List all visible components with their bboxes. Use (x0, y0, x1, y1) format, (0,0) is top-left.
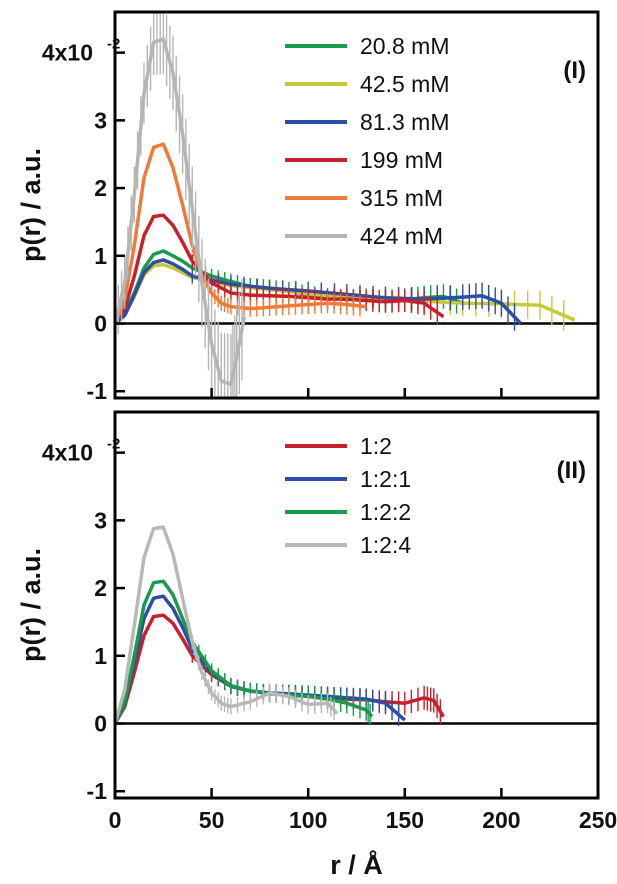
y-tick-exponent: -2 (107, 36, 120, 53)
y-tick-label: 2 (94, 575, 107, 601)
series-line-1 (115, 613, 445, 725)
y-tick-exponent: -2 (107, 436, 120, 453)
y-tick-label: 2 (94, 175, 107, 201)
y-axis-title: p(r) / a.u. (16, 148, 46, 262)
y-tick-label: 3 (94, 507, 107, 533)
legend: 20.8 mM 42.5 mM 81.3 mM 199 mM 315 mM 424 mM (285, 33, 449, 249)
series-group (115, 525, 445, 727)
legend-entry: 42.5 mM (360, 71, 449, 97)
y-tick-label: 3 (94, 107, 107, 133)
legend-entry: 199 mM (360, 147, 443, 173)
series-group (115, 12, 576, 398)
y-tick-label: 4x10 (42, 440, 93, 466)
series-line-5 (115, 142, 367, 325)
x-tick-label: 100 (289, 807, 327, 833)
series-line-4 (115, 525, 339, 724)
x-tick-label: 150 (386, 807, 424, 833)
panel-1: -1 0 1 2 3 4x10 -2 p(r) / a.u. 20.8 mM 42.5 mM 81.… (16, 10, 600, 404)
error-bars-6 (115, 12, 243, 398)
legend-entry: 1:2:2 (360, 499, 411, 525)
y-tick-label: 0 (94, 311, 107, 337)
y-tick-label: 1 (94, 643, 107, 669)
y-tick-label: -1 (87, 778, 108, 804)
legend-entry: 1:2:1 (360, 466, 411, 492)
x-tick-label: 200 (482, 807, 520, 833)
x-tick-label: 0 (109, 807, 122, 833)
series-line-6 (115, 37, 247, 387)
series-line-4 (115, 213, 445, 325)
x-tick-label: 250 (579, 807, 617, 833)
y-axis-title: p(r) / a.u. (16, 548, 46, 662)
legend-entry: 315 mM (360, 185, 443, 211)
legend-entry: 1:2:4 (360, 532, 411, 558)
legend-entry: 81.3 mM (360, 109, 449, 135)
x-tick-label: 50 (199, 807, 225, 833)
plot-frame (113, 410, 600, 800)
legend-entry: 424 mM (360, 223, 443, 249)
x-axis-title: r / Å (330, 849, 383, 880)
panel-label: (II) (557, 457, 586, 484)
y-tick-label: 4x10 (42, 40, 93, 66)
y-tick-label: -1 (87, 378, 108, 404)
y-tick-label: 0 (94, 711, 107, 737)
series-line-3 (115, 258, 522, 325)
legend-entry: 1:2 (360, 433, 392, 459)
error-bars-4 (191, 254, 438, 325)
y-tick-label: 1 (94, 243, 107, 269)
panel-label: (I) (563, 57, 586, 84)
plot-frame (113, 10, 600, 400)
legend: 1:2 1:2:1 1:2:2 1:2:4 (285, 433, 411, 558)
legend-entry: 20.8 mM (360, 33, 449, 59)
